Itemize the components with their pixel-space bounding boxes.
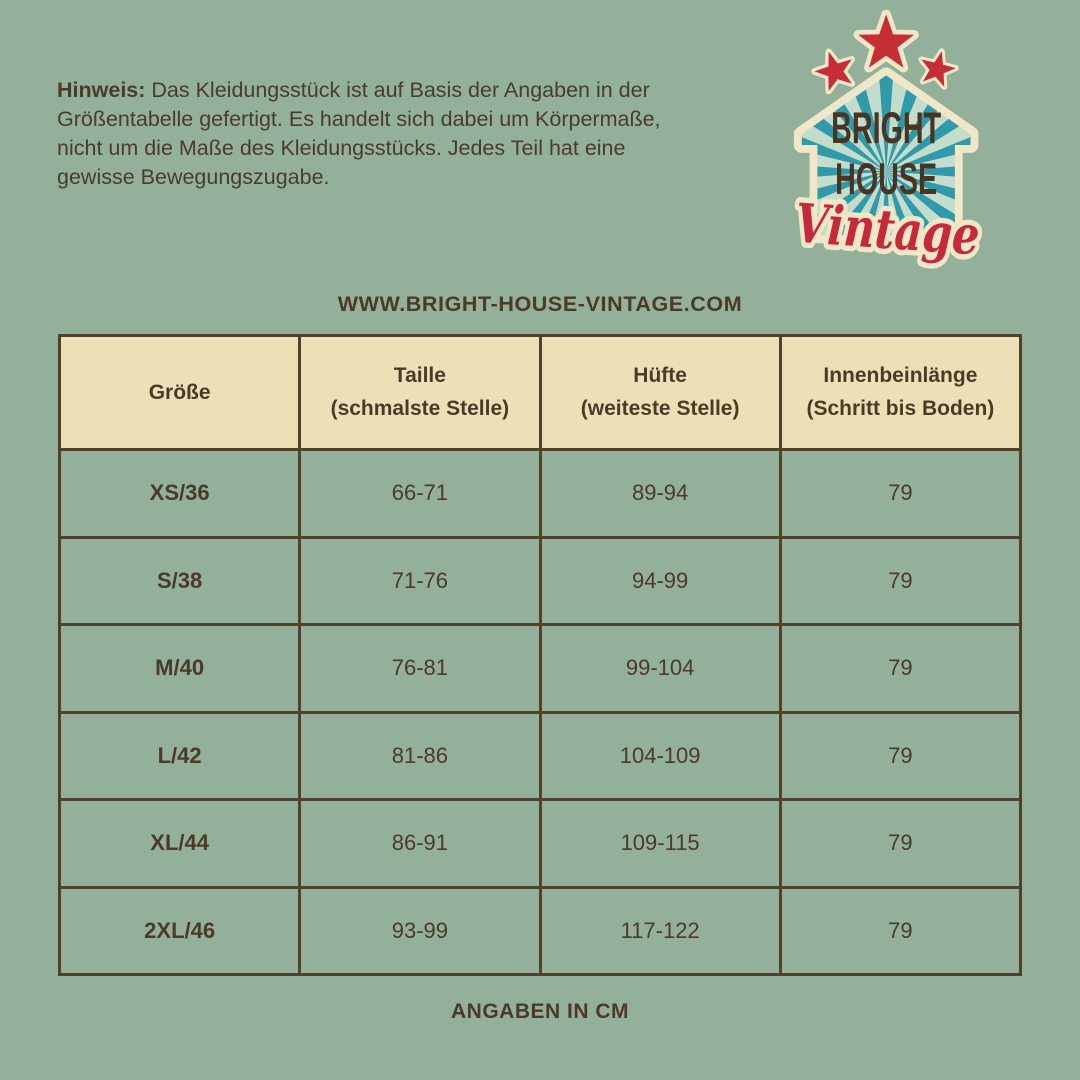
brand-name-line1: BRIGHT [831,104,941,153]
column-header-groesse: Größe [57,334,302,451]
size-cell: XS/36 [57,448,302,539]
note-text: Hinweis: Das Kleidungsstück ist auf Basi… [57,76,777,192]
size-cell: M/40 [57,623,302,714]
taille-cell: 93-99 [298,885,542,976]
star-right-icon [916,47,959,88]
table-header-row: Größe Taille (schmalste Stelle) Hüfte (w… [57,334,1023,451]
innenbein-cell: 79 [778,448,1023,539]
website-url: WWW.BRIGHT-HOUSE-VINTAGE.COM [337,292,743,316]
table-row: L/42 81-86 104-109 79 [57,710,1023,801]
huefte-cell: 89-94 [538,448,782,539]
star-left-icon [810,46,859,94]
column-header-innenbeinlaenge: Innenbeinlänge (Schritt bis Boden) [778,334,1023,451]
brand-script: Vintage [793,191,982,268]
size-table: Größe Taille (schmalste Stelle) Hüfte (w… [57,334,1023,976]
huefte-cell: 117-122 [538,885,782,976]
taille-cell: 81-86 [298,710,542,801]
size-cell: L/42 [57,710,302,801]
innenbein-cell: 79 [778,710,1023,801]
size-cell: 2XL/46 [57,885,302,976]
huefte-cell: 104-109 [538,710,782,801]
taille-cell: 76-81 [298,623,542,714]
note-label: Hinweis: [57,78,146,102]
table-row: XS/36 66-71 89-94 79 [57,448,1023,539]
size-cell: XL/44 [57,798,302,889]
note-line-2: Größentabelle gefertigt. Es handelt sich… [57,107,661,131]
taille-cell: 66-71 [298,448,542,539]
taille-cell: 86-91 [298,798,542,889]
huefte-cell: 94-99 [538,535,782,626]
units-note: ANGABEN IN CM [451,1000,629,1023]
note-line-4: gewisse Bewegungszugabe. [57,165,330,189]
brand-logo: BRIGHT HOUSE Vintage [788,4,987,273]
innenbein-cell: 79 [778,623,1023,714]
star-center-icon [858,14,914,67]
innenbein-cell: 79 [778,535,1023,626]
innenbein-cell: 79 [778,798,1023,889]
note-line-3: nicht um die Maße des Kleidungsstücks. J… [57,136,626,160]
innenbein-cell: 79 [778,885,1023,976]
taille-cell: 71-76 [298,535,542,626]
column-header-taille: Taille (schmalste Stelle) [298,334,542,451]
huefte-cell: 109-115 [538,798,782,889]
table-row: XL/44 86-91 109-115 79 [57,798,1023,889]
table-row: S/38 71-76 94-99 79 [57,535,1023,626]
huefte-cell: 99-104 [538,623,782,714]
size-cell: S/38 [57,535,302,626]
table-row: M/40 76-81 99-104 79 [57,623,1023,714]
table-row: 2XL/46 93-99 117-122 79 [57,885,1023,976]
column-header-huefte: Hüfte (weiteste Stelle) [538,334,782,451]
note-line-1: Hinweis: Das Kleidungsstück ist auf Basi… [57,78,650,102]
brand-name-line2: HOUSE [835,155,937,204]
